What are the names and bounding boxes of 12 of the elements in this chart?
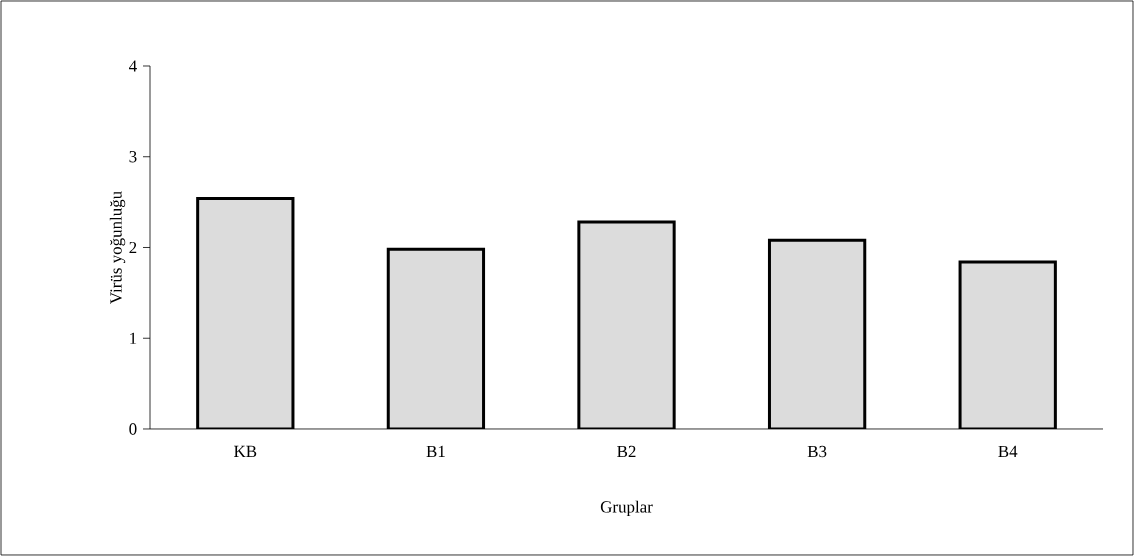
y-tick-label: 1 — [130, 332, 137, 344]
x-tick-label: B3 — [807, 445, 827, 458]
y-tick-label: 4 — [129, 60, 137, 72]
x-tick-label: B4 — [998, 445, 1018, 458]
x-tick-label: KB — [234, 445, 257, 457]
y-tick-label: 0 — [129, 423, 137, 435]
x-tick-label: B1 — [426, 445, 445, 458]
y-tick-label: 2 — [129, 241, 137, 254]
x-tick-label: B2 — [617, 445, 636, 458]
y-axis-title: Virüs yoğunluğu — [109, 191, 126, 304]
y-tick-label: 3 — [129, 151, 137, 163]
x-axis-title: Gruplar — [600, 500, 653, 517]
